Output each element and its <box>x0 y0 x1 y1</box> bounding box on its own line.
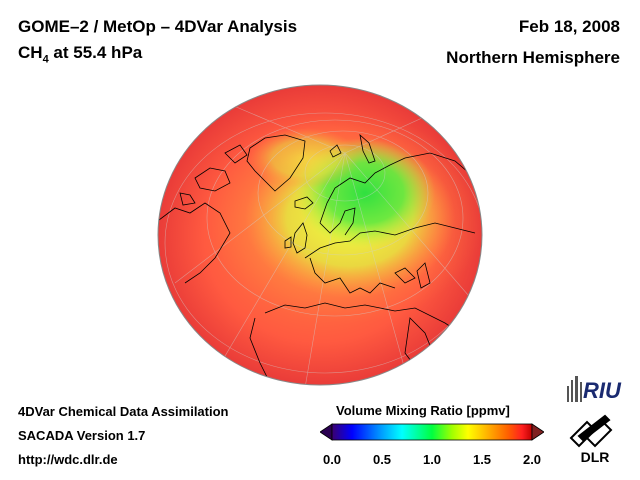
riu-logo-text: RIU <box>583 378 622 403</box>
riu-logo: RIU <box>567 376 622 403</box>
species-subscript: 4 <box>42 53 49 66</box>
pressure-level: at 55.4 hPa <box>48 43 143 62</box>
colorbar-tick: 2.0 <box>522 452 542 467</box>
footer-version: SACADA Version 1.7 <box>18 428 146 443</box>
colorbar-tick: 1.0 <box>422 452 442 467</box>
colorbar-tick: 0.5 <box>372 452 392 467</box>
colorbar-under-arrow <box>320 423 333 441</box>
colorbar-tick: 1.5 <box>472 452 492 467</box>
globe-outline <box>157 84 483 386</box>
colorbar-over-arrow <box>531 423 544 441</box>
colorbar-tick: 0.0 <box>322 452 342 467</box>
colorbar-gradient <box>331 423 533 441</box>
coastlines <box>158 133 476 384</box>
graticule <box>164 97 482 385</box>
colorbar-title: Volume Mixing Ratio [ppmv] <box>336 403 510 418</box>
dlr-logo: DLR <box>569 414 613 464</box>
hemisphere-label: Northern Hemisphere <box>446 48 620 67</box>
species-name: CH <box>18 43 43 62</box>
dlr-logo-text: DLR <box>581 449 610 464</box>
map-title: GOME–2 / MetOp – 4DVar Analysis <box>18 17 298 36</box>
map-subtitle: CH4 at 55.4 hPa <box>18 43 142 65</box>
footer-url[interactable]: http://wdc.dlr.de <box>18 452 118 467</box>
colorbar <box>320 423 544 441</box>
analysis-date: Feb 18, 2008 <box>518 17 620 36</box>
globe-map <box>157 84 483 386</box>
footer-assimilation: 4DVar Chemical Data Assimilation <box>18 404 229 419</box>
